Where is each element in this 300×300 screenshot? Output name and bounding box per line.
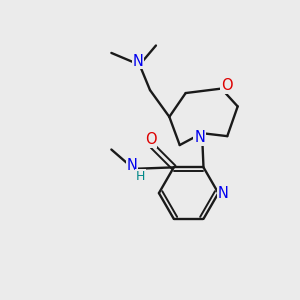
Text: N: N (218, 186, 229, 201)
Text: O: O (221, 78, 232, 93)
Text: N: N (133, 54, 143, 69)
Text: N: N (194, 130, 205, 145)
Text: N: N (127, 158, 138, 173)
Text: O: O (145, 132, 157, 147)
Text: H: H (136, 170, 145, 183)
